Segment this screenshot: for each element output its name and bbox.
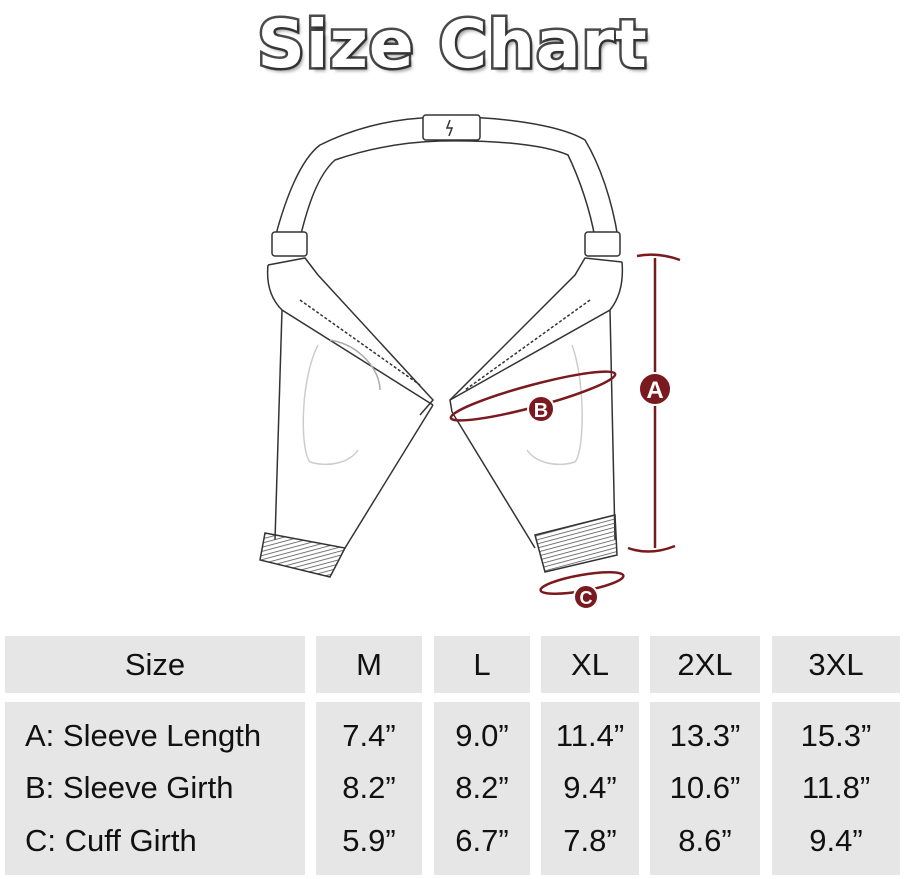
- column-m: 7.4” 8.2” 5.9”: [316, 702, 422, 875]
- column-2xl: 13.3” 10.6” 8.6”: [650, 702, 760, 875]
- label-a-badge: [638, 372, 672, 406]
- header-m: M: [316, 636, 422, 693]
- column-xl: 11.4” 9.4” 7.8”: [541, 702, 639, 875]
- row-label: C: Cuff Girth: [25, 822, 197, 858]
- table-cell: 8.2”: [342, 770, 396, 806]
- label-a: A: [646, 377, 663, 404]
- garment-diagram: A B C: [259, 114, 681, 610]
- table-cell: 13.3”: [669, 718, 741, 754]
- table-cell: 7.4”: [342, 718, 396, 754]
- table-cell: 9.0”: [455, 718, 509, 754]
- left-sleeve: [259, 231, 435, 578]
- table-cell: 15.3”: [800, 718, 872, 754]
- measurement-a: A: [627, 253, 681, 553]
- header-xl: XL: [541, 636, 639, 693]
- table-cell: 7.8”: [563, 822, 617, 858]
- header-l: L: [434, 636, 530, 693]
- label-c: C: [580, 588, 593, 608]
- page-title: Size Chart: [255, 4, 649, 86]
- table-cell: 9.4”: [809, 822, 863, 858]
- measurement-c: C: [539, 571, 625, 610]
- column-3xl: 15.3” 11.8” 9.4”: [772, 702, 900, 875]
- right-sleeve: [449, 231, 624, 573]
- strap: [274, 114, 619, 239]
- row-label: B: Sleeve Girth: [25, 770, 234, 806]
- column-l: 9.0” 8.2” 6.7”: [434, 702, 530, 875]
- header-3xl: 3XL: [772, 636, 900, 693]
- table-cell: 6.7”: [455, 822, 509, 858]
- row-label: A: Sleeve Length: [25, 718, 262, 754]
- row-labels: A: Sleeve Length B: Sleeve Girth C: Cuff…: [5, 702, 305, 875]
- label-b: B: [534, 400, 548, 422]
- table-cell: 9.4”: [563, 770, 617, 806]
- label-c-badge: [573, 584, 599, 610]
- table-cell: 8.2”: [455, 770, 509, 806]
- table-cell: 11.4”: [555, 718, 625, 754]
- table-cell: 8.6”: [678, 822, 732, 858]
- header-2xl: 2XL: [650, 636, 760, 693]
- label-b-badge: [527, 395, 555, 423]
- header-size: Size: [5, 636, 305, 693]
- table-cell: 5.9”: [342, 822, 396, 858]
- table-cell: 11.8”: [801, 770, 871, 806]
- measurement-b: B: [449, 370, 617, 423]
- table-cell: 10.6”: [669, 770, 741, 806]
